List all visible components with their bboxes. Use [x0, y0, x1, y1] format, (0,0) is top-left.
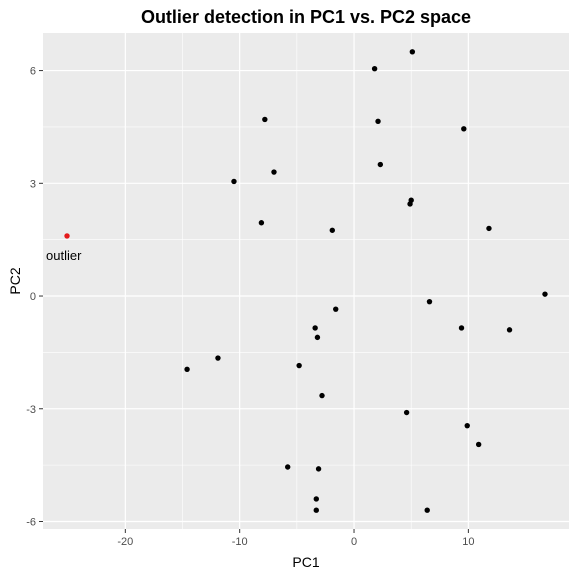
data-point — [312, 325, 318, 331]
data-point — [319, 392, 325, 399]
data-point — [375, 118, 381, 125]
data-point — [258, 220, 265, 226]
data-point — [329, 227, 335, 233]
y-axis-title: PC2 — [7, 267, 23, 294]
y-tick-label: 3 — [30, 178, 36, 190]
data-point — [486, 225, 492, 232]
data-point — [403, 409, 410, 416]
data-point — [296, 362, 302, 369]
x-axis-title: PC1 — [292, 554, 319, 570]
outlier-marker: outlier — [46, 233, 82, 263]
data-point — [424, 507, 430, 513]
y-tick-label: -3 — [26, 404, 36, 416]
outlier-point — [64, 233, 70, 239]
data-point — [313, 496, 319, 502]
data-point — [271, 169, 277, 175]
y-axis-ticks: -6 -3 0 3 6 — [26, 66, 43, 528]
data-point — [184, 366, 190, 373]
x-tick-label: 10 — [462, 536, 474, 548]
x-tick-label: 0 — [351, 536, 357, 548]
data-point — [313, 507, 319, 513]
y-tick-label: 0 — [30, 291, 36, 303]
data-point — [371, 65, 378, 72]
data-point — [285, 464, 291, 470]
data-point — [231, 178, 237, 185]
major-gridlines — [43, 33, 569, 529]
chart-title: Outlier detection in PC1 vs. PC2 space — [141, 7, 471, 27]
data-point — [314, 334, 321, 341]
data-point — [464, 422, 470, 429]
data-point — [475, 441, 482, 448]
data-point — [461, 126, 467, 132]
data-point — [409, 49, 416, 55]
x-axis-ticks: -20 -10 0 10 — [117, 529, 474, 548]
y-tick-label: 6 — [30, 66, 36, 78]
data-points — [184, 49, 548, 513]
data-point — [506, 327, 513, 333]
plot-panel — [43, 33, 569, 529]
minor-gridlines — [43, 33, 569, 529]
data-point — [215, 355, 221, 361]
data-point — [377, 161, 384, 168]
data-point — [315, 466, 322, 472]
data-point — [333, 306, 339, 312]
data-point — [542, 291, 548, 297]
data-point — [458, 325, 465, 331]
x-tick-label: -10 — [232, 536, 248, 548]
x-tick-label: -20 — [117, 536, 133, 548]
data-point — [262, 116, 268, 123]
y-tick-label: -6 — [26, 516, 36, 528]
outlier-label: outlier — [46, 248, 82, 263]
data-point — [426, 298, 433, 305]
data-point — [407, 201, 413, 207]
